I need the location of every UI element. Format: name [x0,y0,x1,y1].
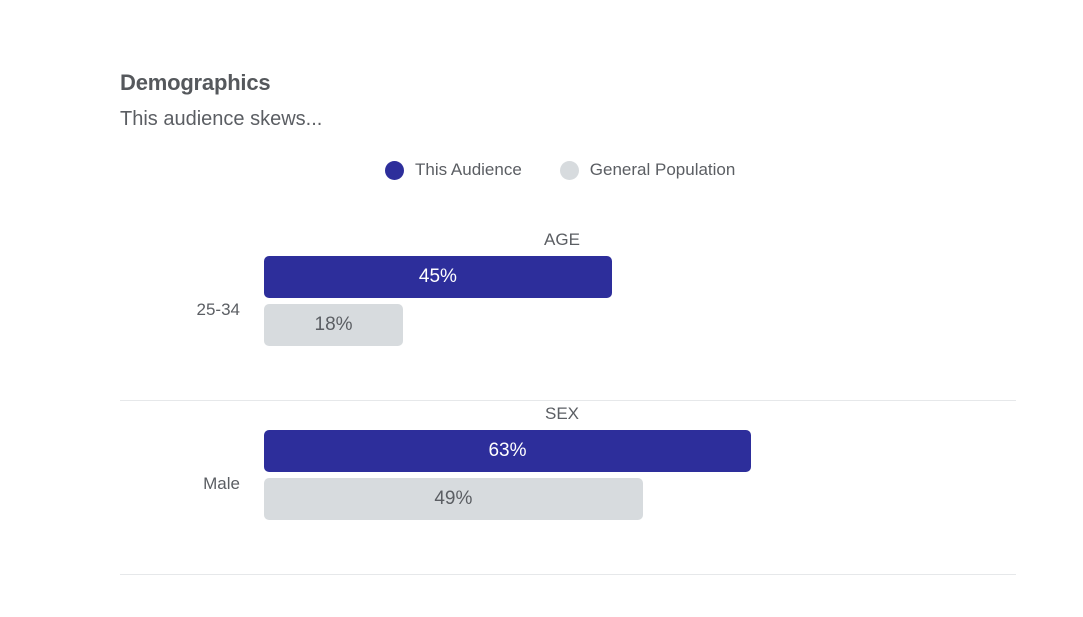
group-title-text: SEX [544,404,580,423]
legend-swatch [385,160,404,180]
group-title-text: AGE [544,230,580,249]
bar-general-population: 49% [264,478,643,520]
group-title: AGE [120,230,1016,250]
category-label: Male [203,474,240,493]
chart-subtitle: This audience skews... [120,108,323,130]
bar-value-label: 18% [314,314,353,335]
legend-item-general-population: General Population [559,160,736,180]
group-title: SEX [120,404,1016,424]
legend-label: General Population [589,160,736,179]
chart-group-age: AGE 25-34 45% 18% [120,226,1016,401]
category-label: 25-34 [196,300,240,319]
legend: This Audience General Population [385,158,735,182]
bar-this-audience: 63% [264,430,751,472]
chart-title: Demographics [120,70,271,95]
legend-label: This Audience [415,160,522,179]
legend-swatch [559,160,579,180]
bar-value-label: 63% [488,440,527,461]
bar-this-audience: 45% [264,256,612,298]
legend-item-this-audience: This Audience [385,160,522,180]
bar-general-population: 18% [264,304,404,346]
chart-group-sex: SEX Male 63% 49% [120,400,1016,575]
bar-value-label: 45% [418,266,457,287]
bar-value-label: 49% [434,488,473,509]
